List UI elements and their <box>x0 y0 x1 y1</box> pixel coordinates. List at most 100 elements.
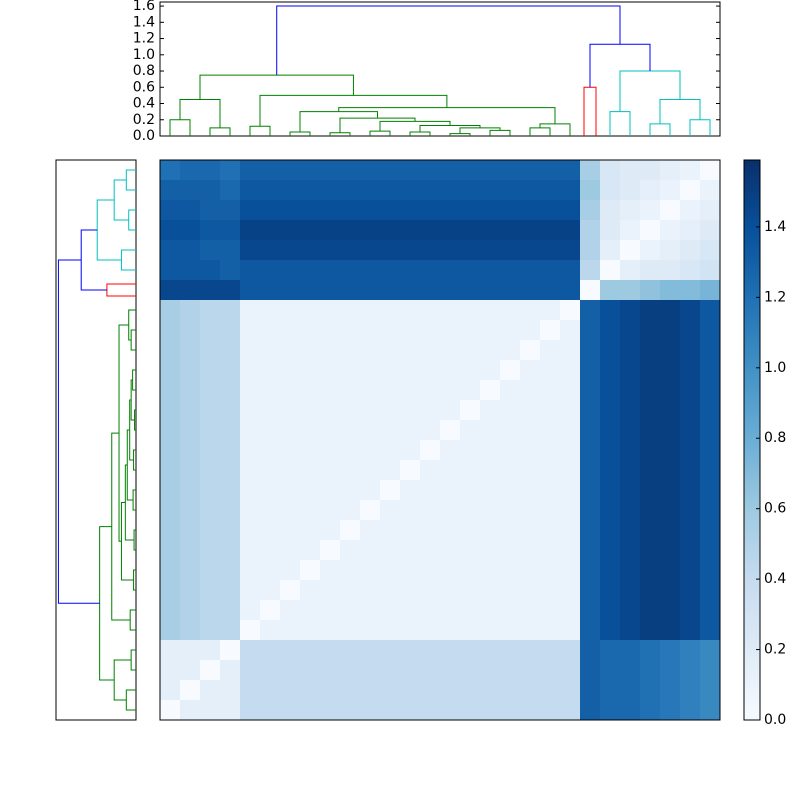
heatmap-cell <box>680 700 701 721</box>
heatmap-cell <box>300 480 321 501</box>
dendrogram-link <box>120 249 136 271</box>
heatmap-cell <box>160 280 181 301</box>
heatmap-cell <box>620 560 641 581</box>
heatmap-cell <box>200 420 221 441</box>
heatmap-cell <box>460 180 481 201</box>
heatmap-cell <box>480 440 501 461</box>
heatmap-cell <box>180 660 201 681</box>
heatmap-cell <box>680 620 701 641</box>
heatmap-cell <box>400 260 421 281</box>
heatmap-cell <box>420 580 441 601</box>
heatmap-cell <box>540 180 561 201</box>
heatmap-cell <box>600 460 621 481</box>
heatmap-cell <box>200 480 221 501</box>
heatmap-cell <box>360 360 381 381</box>
heatmap-cell <box>660 240 681 261</box>
heatmap-cell <box>660 500 681 521</box>
heatmap-cell <box>180 600 201 621</box>
heatmap-cell <box>680 320 701 341</box>
heatmap-cell <box>700 640 721 661</box>
heatmap-cell <box>160 200 181 221</box>
heatmap-cell <box>280 220 301 241</box>
heatmap-cell <box>320 600 341 621</box>
heatmap-cell <box>440 220 461 241</box>
heatmap-cell <box>680 660 701 681</box>
heatmap-cell <box>220 160 241 181</box>
heatmap-cell <box>280 380 301 401</box>
dendrogram-link <box>96 199 122 261</box>
heatmap-cell <box>360 520 381 541</box>
heatmap-cell <box>180 540 201 561</box>
heatmap-cell <box>580 560 601 581</box>
heatmap-cell <box>400 620 421 641</box>
heatmap-cell <box>600 580 621 601</box>
heatmap-cell <box>420 260 441 281</box>
heatmap-cell <box>360 160 381 181</box>
heatmap-cell <box>540 600 561 621</box>
heatmap-cell <box>420 360 441 381</box>
heatmap-cell <box>160 480 181 501</box>
heatmap-cell <box>420 540 441 561</box>
heatmap-cell <box>260 240 281 261</box>
heatmap-cell <box>200 240 221 261</box>
heatmap-cell <box>360 480 381 501</box>
heatmap-cell <box>200 540 221 561</box>
dendrogram-link <box>529 127 551 136</box>
heatmap-cell <box>480 280 501 301</box>
heatmap-cell <box>520 420 541 441</box>
heatmap-cell <box>380 480 401 501</box>
heatmap-cell <box>500 680 521 701</box>
heatmap-cell <box>600 360 621 381</box>
heatmap-cell <box>580 480 601 501</box>
heatmap-cell <box>540 280 561 301</box>
heatmap-cell <box>680 540 701 561</box>
heatmap-cell <box>640 220 661 241</box>
heatmap-cell <box>700 700 721 721</box>
heatmap-cell <box>600 600 621 621</box>
heatmap-cell <box>640 520 661 541</box>
heatmap-cell <box>280 180 301 201</box>
heatmap-cell <box>300 640 321 661</box>
heatmap-cell <box>380 160 401 181</box>
heatmap-cell <box>280 360 301 381</box>
heatmap-cell <box>360 240 381 261</box>
heatmap-cell <box>400 400 421 421</box>
heatmap-cell <box>700 320 721 341</box>
heatmap-cell <box>300 680 321 701</box>
heatmap-cell <box>380 680 401 701</box>
heatmap-cell <box>660 600 681 621</box>
heatmap-cell <box>340 640 361 661</box>
heatmap-cell <box>640 320 661 341</box>
dendrogram-link <box>120 502 134 581</box>
heatmap-cell <box>440 200 461 221</box>
heatmap-cell <box>600 640 621 661</box>
heatmap-cell <box>240 660 261 681</box>
heatmap-cell <box>660 540 681 561</box>
heatmap-cell <box>520 640 541 661</box>
heatmap-cell <box>300 700 321 721</box>
heatmap-cell <box>160 180 181 201</box>
heatmap-cell <box>700 600 721 621</box>
heatmap-cell <box>180 300 201 321</box>
heatmap-cell <box>500 320 521 341</box>
dendrogram-link <box>125 169 136 191</box>
heatmap-cell <box>160 680 181 701</box>
heatmap-cell <box>180 500 201 521</box>
heatmap-cell <box>280 400 301 421</box>
heatmap-cell <box>260 580 281 601</box>
heatmap-cell <box>600 220 621 241</box>
heatmap-cell <box>660 400 681 421</box>
heatmap-cell <box>460 680 481 701</box>
heatmap-cell <box>260 180 281 201</box>
heatmap-cell <box>240 460 261 481</box>
heatmap-cell <box>680 180 701 201</box>
heatmap-cell <box>160 160 181 181</box>
dendrogram-link <box>649 123 671 136</box>
heatmap-cell <box>180 520 201 541</box>
heatmap-cell <box>260 600 281 621</box>
heatmap-cell <box>300 360 321 381</box>
heatmap-cell <box>580 320 601 341</box>
colorbar-tick-label: 0.8 <box>764 430 786 446</box>
heatmap-cell <box>500 560 521 581</box>
heatmap-cell <box>440 460 461 481</box>
